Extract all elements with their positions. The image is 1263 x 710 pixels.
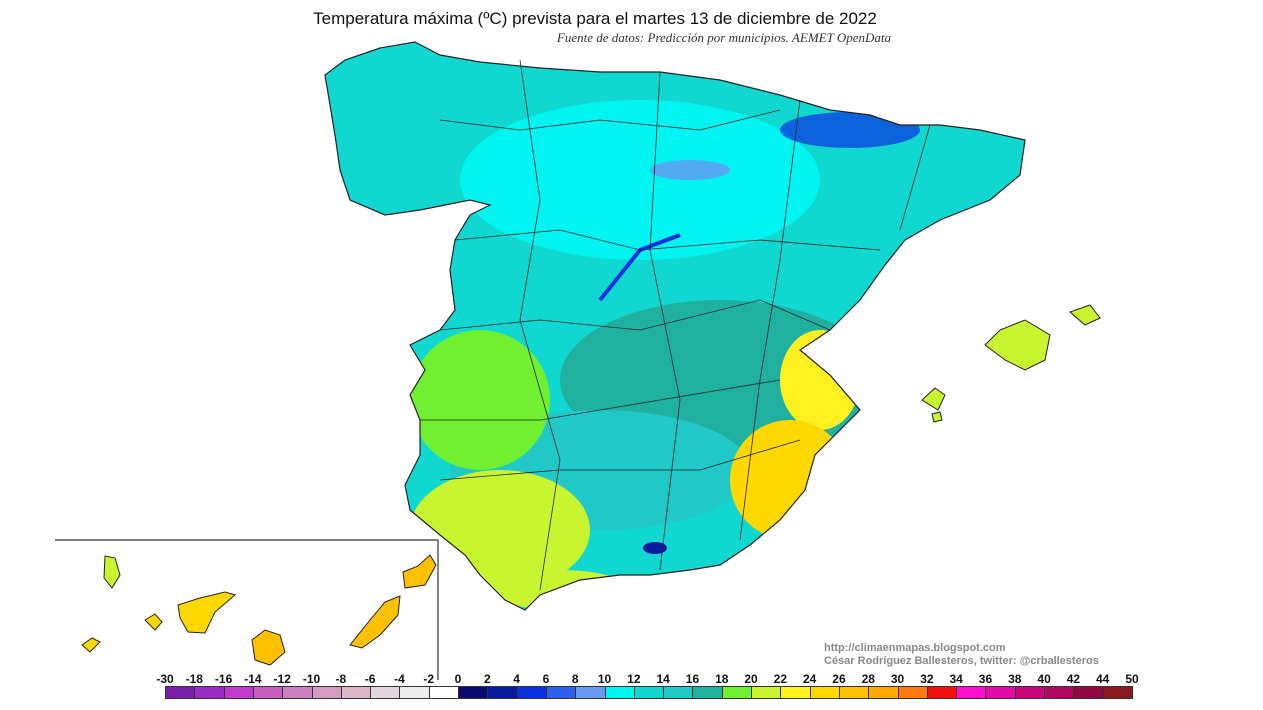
canary-inset: [55, 539, 439, 680]
map-title: Temperatura máxima (ºC) prevista para el…: [313, 9, 877, 28]
data-source: Fuente de datos: Predicción por municipi…: [556, 30, 891, 45]
credits: http://climaenmapas.blogspot.com César R…: [824, 642, 1099, 668]
credits-author: César Rodríguez Ballesteros, twitter: @c…: [824, 655, 1099, 667]
balearic-islands: [921, 304, 1101, 423]
province-borders: [420, 59, 931, 591]
peninsula-outline: [324, 41, 1026, 611]
credits-url: http://climaenmapas.blogspot.com: [824, 642, 1006, 654]
